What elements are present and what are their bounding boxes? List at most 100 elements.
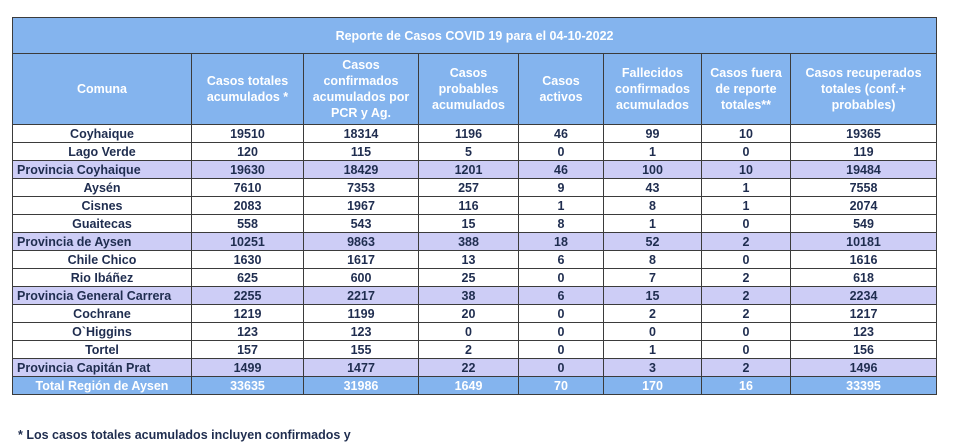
footnote: * Los casos totales acumulados incluyen … <box>18 428 351 442</box>
value-cell: 600 <box>303 268 419 287</box>
row-name-cell: Rio Ibáñez <box>12 268 192 287</box>
value-cell: 1201 <box>418 160 519 179</box>
value-cell: 13 <box>418 250 519 269</box>
commune-row: O`Higgins 123 123 0 0 0 0 123 <box>12 322 938 341</box>
value-cell: 15 <box>418 214 519 233</box>
covid-report-table: Reporte de Casos COVID 19 para el 04-10-… <box>11 17 938 395</box>
value-cell: 1199 <box>303 304 419 323</box>
value-cell: 1630 <box>191 250 304 269</box>
value-cell: 46 <box>518 160 604 179</box>
commune-row: Guaitecas 558 543 15 8 1 0 549 <box>12 214 938 233</box>
value-cell: 9863 <box>303 232 419 251</box>
value-cell: 1 <box>603 340 702 359</box>
report-title: Reporte de Casos COVID 19 para el 04-10-… <box>11 17 938 54</box>
commune-row: Cisnes 2083 1967 116 1 8 1 2074 <box>12 196 938 215</box>
value-cell: 1 <box>603 142 702 161</box>
value-cell: 0 <box>701 250 791 269</box>
row-name-cell: Provincia General Carrera <box>12 286 192 305</box>
row-name-cell: O`Higgins <box>12 322 192 341</box>
column-header: Comuna <box>12 53 192 125</box>
value-cell: 0 <box>418 322 519 341</box>
value-cell: 388 <box>418 232 519 251</box>
column-header: Fallecidos confirmados acumulados <box>603 53 702 125</box>
value-cell: 0 <box>518 142 604 161</box>
value-cell: 5 <box>418 142 519 161</box>
commune-row: Cochrane 1219 1199 20 0 2 2 1217 <box>12 304 938 323</box>
value-cell: 1967 <box>303 196 419 215</box>
value-cell: 8 <box>603 250 702 269</box>
column-header: Casos fuera de reporte totales** <box>701 53 791 125</box>
value-cell: 543 <box>303 214 419 233</box>
value-cell: 123 <box>303 322 419 341</box>
row-name-cell: Provincia Capitán Prat <box>12 358 192 377</box>
value-cell: 16 <box>701 376 791 395</box>
value-cell: 19365 <box>789 124 938 143</box>
value-cell: 1 <box>701 196 791 215</box>
value-cell: 99 <box>603 124 702 143</box>
commune-row: Chile Chico 1630 1617 13 6 8 0 1616 <box>12 250 938 269</box>
value-cell: 156 <box>789 340 938 359</box>
row-name-cell: Aysén <box>12 178 192 197</box>
value-cell: 46 <box>518 124 604 143</box>
value-cell: 3 <box>603 358 702 377</box>
value-cell: 1219 <box>191 304 304 323</box>
value-cell: 2074 <box>789 196 938 215</box>
row-name-cell: Provincia de Aysen <box>12 232 192 251</box>
value-cell: 1196 <box>418 124 519 143</box>
value-cell: 33635 <box>191 376 304 395</box>
row-name-cell: Cochrane <box>12 304 192 323</box>
value-cell: 7558 <box>789 178 938 197</box>
province-row: Provincia Capitán Prat 1499 1477 22 0 3 2 1496 <box>12 358 938 377</box>
value-cell: 7 <box>603 268 702 287</box>
value-cell: 10181 <box>789 232 938 251</box>
value-cell: 0 <box>701 214 791 233</box>
value-cell: 0 <box>701 142 791 161</box>
value-cell: 10 <box>701 124 791 143</box>
table-body: Coyhaique 19510 18314 1196 46 99 10 19365 Lago V… <box>12 124 938 395</box>
value-cell: 1 <box>518 196 604 215</box>
value-cell: 43 <box>603 178 702 197</box>
value-cell: 2 <box>701 286 791 305</box>
value-cell: 18429 <box>303 160 419 179</box>
value-cell: 31986 <box>303 376 419 395</box>
row-name-cell: Coyhaique <box>12 124 192 143</box>
value-cell: 2 <box>701 358 791 377</box>
value-cell: 33395 <box>789 376 938 395</box>
value-cell: 2234 <box>789 286 938 305</box>
value-cell: 116 <box>418 196 519 215</box>
row-name-cell: Guaitecas <box>12 214 192 233</box>
value-cell: 618 <box>789 268 938 287</box>
row-name-cell: Lago Verde <box>12 142 192 161</box>
header-row: Comuna Casos totales acumulados * Casos co… <box>12 53 938 125</box>
commune-row: Coyhaique 19510 18314 1196 46 99 10 19365 <box>12 124 938 143</box>
column-header: Casos confirmados acumulados por PCR y A… <box>303 53 419 125</box>
value-cell: 100 <box>603 160 702 179</box>
commune-row: Rio Ibáñez 625 600 25 0 7 2 618 <box>12 268 938 287</box>
value-cell: 0 <box>701 322 791 341</box>
commune-row: Tortel 157 155 2 0 1 0 156 <box>12 340 938 359</box>
value-cell: 549 <box>789 214 938 233</box>
value-cell: 0 <box>518 340 604 359</box>
commune-row: Aysén 7610 7353 257 9 43 1 7558 <box>12 178 938 197</box>
value-cell: 123 <box>191 322 304 341</box>
value-cell: 1499 <box>191 358 304 377</box>
value-cell: 25 <box>418 268 519 287</box>
value-cell: 1617 <box>303 250 419 269</box>
value-cell: 155 <box>303 340 419 359</box>
value-cell: 2 <box>418 340 519 359</box>
value-cell: 8 <box>603 196 702 215</box>
row-name-cell: Total Región de Aysen <box>12 376 192 395</box>
value-cell: 70 <box>518 376 604 395</box>
value-cell: 18 <box>518 232 604 251</box>
value-cell: 157 <box>191 340 304 359</box>
title-row: Reporte de Casos COVID 19 para el 04-10-… <box>11 17 938 54</box>
value-cell: 2 <box>603 304 702 323</box>
province-row: Provincia Coyhaique 19630 18429 1201 46 100 10… <box>12 160 938 179</box>
value-cell: 38 <box>418 286 519 305</box>
value-cell: 1 <box>603 214 702 233</box>
value-cell: 0 <box>518 358 604 377</box>
value-cell: 1649 <box>418 376 519 395</box>
value-cell: 6 <box>518 286 604 305</box>
value-cell: 20 <box>418 304 519 323</box>
total-row: Total Región de Aysen 33635 31986 1649 70 170… <box>12 376 938 395</box>
